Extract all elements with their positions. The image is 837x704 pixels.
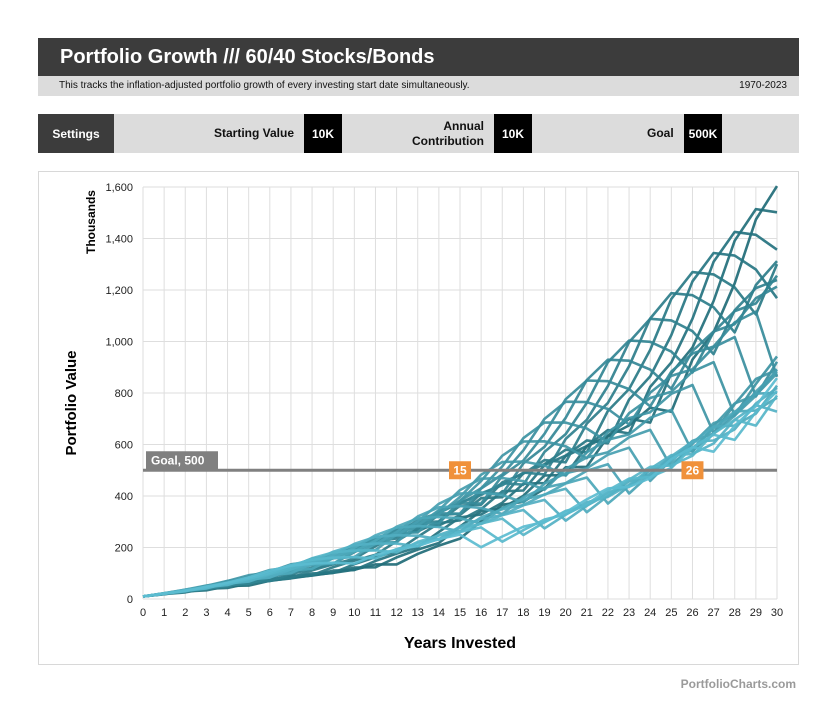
goal-label: Goal [647,126,674,140]
subtitle-bar: This tracks the inflation-adjusted portf… [38,76,799,96]
x-tick-label: 11 [370,607,381,619]
x-tick-label: 1 [161,607,167,619]
x-tick-label: 3 [203,607,209,619]
starting-value-field[interactable]: 10K [304,114,342,153]
x-tick-label: 15 [454,607,466,619]
series-line-1992 [142,390,778,598]
title-bar: Portfolio Growth /// 60/40 Stocks/Bonds [38,38,799,76]
x-tick-label: 0 [140,607,146,619]
x-tick-label: 8 [309,607,315,619]
annual-contribution-field[interactable]: 10K [494,114,532,153]
y-tick-label: 0 [127,594,133,606]
series-line-1993 [142,377,779,598]
settings-button[interactable]: Settings [38,114,114,153]
y-unit-label: Thousands [84,190,98,254]
page-title: Portfolio Growth /// 60/40 Stocks/Bonds [60,46,435,68]
y-tick-label: 600 [115,440,133,452]
goal-label-box [146,451,218,470]
chart-panel: Goal, 500 15 26 0 1 2 3 4 5 6 7 8 9 10 11 12 13 14 15 16 17… [38,171,799,665]
settings-bar: Settings Starting Value 10K Annual Contr… [38,114,799,153]
x-tick-label: 26 [686,607,698,619]
x-tick-label: 25 [665,607,677,619]
x-tick-label: 9 [330,607,336,619]
x-tick-label: 19 [538,607,550,619]
y-tick-label: 1,600 [105,182,133,194]
chart-description: This tracks the inflation-adjusted portf… [59,80,470,91]
goal-layer: Goal, 500 15 26 [143,451,777,480]
annual-contribution-label: Annual Contribution [412,114,484,153]
x-tick-label: 30 [771,607,783,619]
brand-footer[interactable]: PortfolioCharts.com [680,677,796,691]
x-tick-label: 22 [602,607,614,619]
y-axis-title: Portfolio Value [63,350,80,455]
goal-marker-label: 15 [453,463,467,477]
goal-label: Goal, 500 [151,453,205,467]
goal-field[interactable]: 500K [684,114,722,153]
series-lines [142,185,779,598]
x-tick-label: 13 [412,607,424,619]
x-tick-label: 21 [581,607,593,619]
x-tick-label: 24 [644,607,656,619]
x-tick-label: 16 [475,607,487,619]
x-tick-label: 20 [560,607,572,619]
y-tick-label: 1,400 [105,234,133,246]
x-tick-label: 2 [182,607,188,619]
starting-value-label: Starting Value [214,126,295,140]
x-axis-title: Years Invested [404,635,516,652]
x-tick-label: 27 [707,607,719,619]
y-tick-label: 200 [115,543,133,555]
x-tick-label: 5 [246,607,252,619]
x-tick-label: 12 [390,607,402,619]
x-tick-label: 7 [288,607,294,619]
y-tick-label: 800 [115,388,133,400]
series-line-1982 [142,368,778,598]
y-tick-label: 400 [115,491,133,503]
x-tick-label: 18 [517,607,529,619]
x-tick-label: 10 [348,607,360,619]
x-tick-label: 29 [750,607,762,619]
series-line-1990 [142,403,778,598]
y-tick-label: 1,000 [105,337,133,349]
x-tick-label: 6 [267,607,273,619]
x-tick-label: 17 [496,607,508,619]
annual-contribution-label-line2: Contribution [412,133,484,148]
goal-marker-box [681,461,704,480]
x-tick-label: 4 [224,607,230,619]
annual-contribution-label-text: Annual Contribution [412,119,484,149]
goal-marker-label: 26 [686,463,700,477]
axes: 0 1 2 3 4 5 6 7 8 9 10 11 12 13 14 15 16 17 18 19 20 21 22 23 24… [63,182,783,652]
goal-marker-box [449,461,471,480]
x-tick-label: 28 [729,607,741,619]
date-range: 1970-2023 [739,80,787,91]
x-tick-label: 14 [433,607,445,619]
x-tick-label: 23 [623,607,635,619]
annual-contribution-label-line1: Annual [443,118,484,133]
y-tick-label: 1,200 [105,285,133,297]
